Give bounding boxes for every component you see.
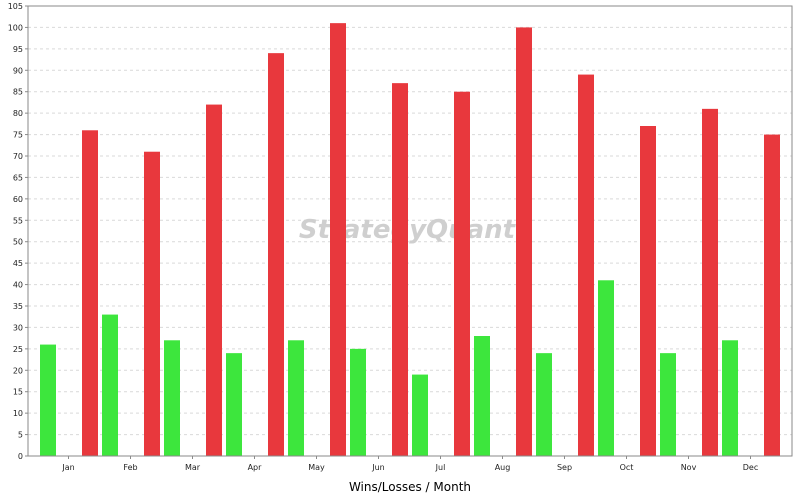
x-tick-label: Jun [371,463,385,472]
bar-win [412,374,428,456]
bar-loss [454,91,470,456]
x-tick-label: Jul [435,463,446,472]
x-tick-label: May [308,463,325,472]
bar-win [288,340,304,456]
bar-win [350,348,366,456]
x-tick-label: Aug [495,463,511,472]
y-axis: 0 5 10 15 20 25 30 35 40 45 50 55 60 65 70 75 80 85 90 95 10… [8,2,28,461]
x-axis: Jan Feb Mar Apr May Jun Jul Aug Sep Oct Nov Dec [61,456,758,472]
bar-loss [330,23,346,457]
bar-win [598,280,614,456]
x-tick-label: Sep [557,463,572,472]
bar-win [102,314,118,456]
bar-loss [268,53,284,457]
x-tick-label: Dec [743,463,758,472]
bar-loss [640,126,656,456]
y-tick-label: 20 [13,366,23,375]
plot-frame [27,5,793,457]
y-tick-label: 5 [18,431,23,440]
bar-win [226,353,242,456]
y-tick-label: 95 [13,45,23,54]
x-tick-label: Feb [123,463,137,472]
bar-loss [206,104,222,457]
x-tick-label: Oct [620,463,634,472]
y-tick-label: 45 [13,259,23,268]
y-tick-label: 35 [13,302,23,311]
bar-win [660,353,676,456]
bar-win [474,336,490,456]
y-tick-label: 55 [13,216,23,225]
y-tick-label: 105 [8,2,23,11]
bars [40,23,780,457]
y-tick-label: 90 [13,66,23,75]
x-tick-label: Apr [248,463,263,472]
y-tick-label: 25 [13,345,23,354]
y-tick-label: 75 [13,131,23,140]
x-axis-title: Wins/Losses / Month [349,480,471,494]
x-tick-label: Jan [61,463,74,472]
y-tick-label: 10 [13,409,23,418]
y-tick-label: 85 [13,88,23,97]
bar-win [536,353,552,456]
bar-loss [144,151,160,456]
y-tick-label: 0 [18,452,23,461]
bar-win [40,344,56,456]
y-tick-label: 30 [13,323,23,332]
bar-loss [82,130,98,457]
bar-win [722,340,738,456]
y-tick-label: 70 [13,152,23,161]
bar-loss [764,134,780,457]
bar-loss [516,27,532,457]
bar-loss [578,74,594,457]
y-tick-label: 100 [8,23,23,32]
x-tick-label: Mar [185,463,201,472]
bar-loss [392,83,408,457]
bar-loss [702,108,718,456]
y-tick-label: 65 [13,173,23,182]
y-tick-label: 80 [13,109,23,118]
y-tick-label: 50 [13,238,23,247]
bar-win [164,340,180,456]
y-tick-label: 40 [13,281,23,290]
x-tick-label: Nov [681,463,697,472]
y-tick-label: 15 [13,388,23,397]
y-tick-label: 60 [13,195,23,204]
